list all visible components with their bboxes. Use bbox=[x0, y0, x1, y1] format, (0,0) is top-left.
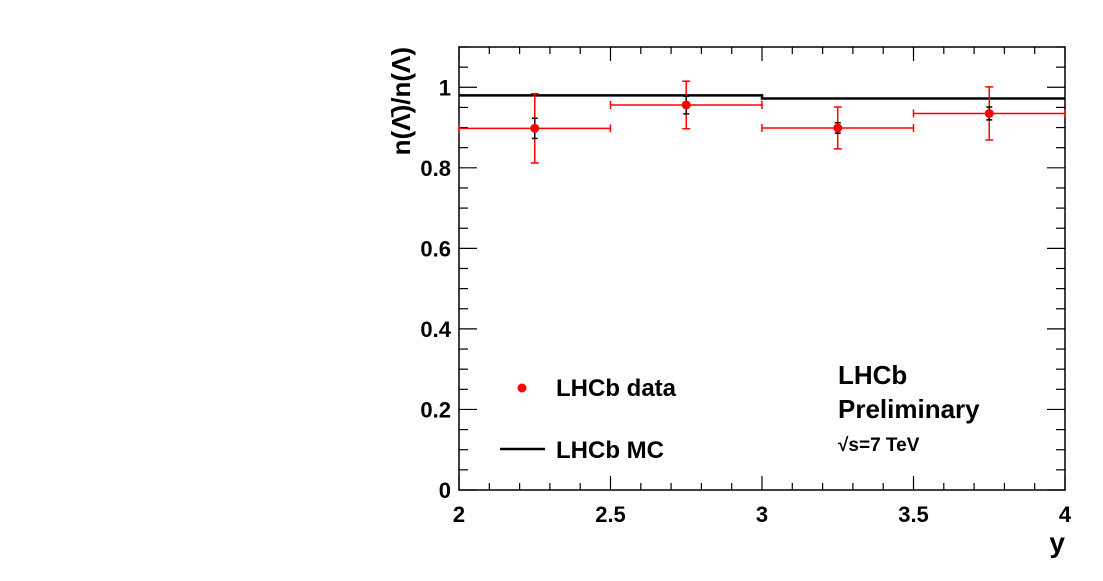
y-tick-label: 0.4 bbox=[420, 317, 451, 342]
x-tick-label: 3 bbox=[756, 502, 768, 527]
annotation-lhcb: LHCb bbox=[838, 360, 907, 390]
legend-label-mc: LHCb MC bbox=[556, 437, 664, 464]
data-point bbox=[681, 100, 691, 110]
mc-histogram bbox=[459, 94, 1065, 100]
x-tick-label: 4 bbox=[1059, 502, 1072, 527]
y-axis-label: n(Λ̄)/n(Λ) bbox=[386, 47, 416, 155]
y-tick-label: 0 bbox=[439, 478, 451, 503]
annotation-energy: √s=7 TeV bbox=[838, 435, 920, 456]
annotation-preliminary: Preliminary bbox=[838, 394, 980, 424]
x-tick-label: 2 bbox=[453, 502, 465, 527]
data-point bbox=[530, 123, 540, 133]
legend-marker-data bbox=[517, 383, 527, 393]
mc-histogram-line bbox=[459, 94, 1065, 100]
x-tick-label: 2.5 bbox=[595, 502, 626, 527]
data-point bbox=[833, 123, 843, 133]
y-tick-label: 0.6 bbox=[420, 236, 451, 261]
y-tick-label: 0.2 bbox=[420, 397, 451, 422]
x-tick-label: 3.5 bbox=[898, 502, 929, 527]
annotation-block: LHCb Preliminary √s=7 TeV bbox=[838, 360, 980, 456]
x-axis-label: y bbox=[1049, 527, 1065, 558]
data-point bbox=[984, 108, 994, 118]
data-series bbox=[458, 80, 1066, 164]
y-tick-label: 0.8 bbox=[420, 156, 451, 181]
axis-ticks: 2 2.5 3 3.5 4 0 0.2 0.4 0.6 0.8 1 bbox=[420, 46, 1072, 527]
legend: LHCb data LHCb MC bbox=[500, 375, 677, 464]
legend-label-data: LHCb data bbox=[556, 375, 677, 402]
y-tick-label: 1 bbox=[439, 75, 451, 100]
